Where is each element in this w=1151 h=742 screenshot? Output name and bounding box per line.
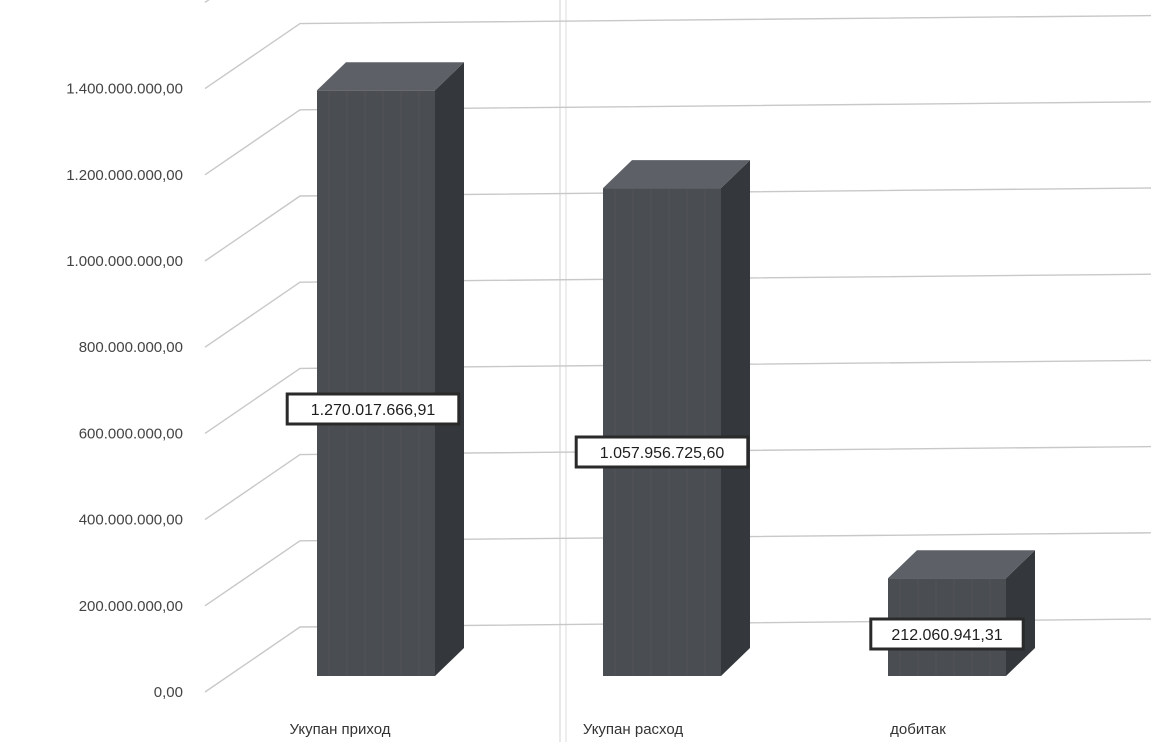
gridline bbox=[204, 532, 1151, 607]
data-label: 1.057.956.725,60 bbox=[574, 435, 750, 469]
data-labels: 1.270.017.666,91 1.057.956.725,60 212.060.… bbox=[285, 392, 1025, 651]
gridline bbox=[204, 101, 1151, 176]
bar-front-face bbox=[603, 188, 721, 676]
y-tick-label: 1.000.000.000,00 bbox=[66, 253, 183, 270]
data-label-box bbox=[285, 392, 461, 426]
y-tick-label: 0,00 bbox=[154, 684, 183, 701]
bar bbox=[317, 62, 464, 677]
data-label-text: 1.057.956.725,60 bbox=[600, 445, 725, 462]
gridline bbox=[204, 273, 1151, 348]
gridline bbox=[204, 359, 1151, 434]
data-label: 212.060.941,31 bbox=[869, 617, 1025, 651]
data-label-box bbox=[869, 617, 1025, 651]
data-label: 1.270.017.666,91 bbox=[285, 392, 461, 426]
bar bbox=[603, 160, 750, 676]
gridline bbox=[204, 187, 1151, 262]
y-tick-label: 400.000.000,00 bbox=[79, 512, 183, 529]
gridline bbox=[204, 445, 1151, 521]
bar-top-face bbox=[603, 160, 750, 189]
bar-front-face bbox=[317, 90, 435, 677]
data-label-text: 1.270.017.666,91 bbox=[311, 402, 436, 419]
bar bbox=[888, 550, 1035, 676]
bar-top-face bbox=[317, 62, 464, 91]
y-tick-label: 600.000.000,00 bbox=[79, 425, 183, 442]
gridlines bbox=[204, 0, 1151, 693]
bars bbox=[317, 62, 1035, 677]
x-category-label: добитак bbox=[890, 721, 946, 738]
bar-top-face bbox=[888, 550, 1035, 579]
data-label-text: 212.060.941,31 bbox=[891, 627, 1002, 644]
gridline bbox=[204, 14, 1151, 90]
y-tick-label: 1.400.000.000,00 bbox=[66, 81, 183, 98]
x-category-label: Укупан приход bbox=[290, 721, 391, 738]
x-category-label: Укупан расход bbox=[583, 721, 684, 738]
bar-side-face bbox=[435, 62, 464, 676]
gridline bbox=[204, 618, 1151, 693]
y-tick-label: 800.000.000,00 bbox=[79, 339, 183, 356]
axis-labels: 0,00 200.000.000,00 400.000.000,00 600.000.… bbox=[66, 81, 946, 738]
y-tick-label: 200.000.000,00 bbox=[79, 598, 183, 615]
bar-side-face bbox=[721, 160, 750, 676]
data-label-box bbox=[574, 435, 750, 469]
y-tick-label: 1.200.000.000,00 bbox=[66, 167, 183, 184]
